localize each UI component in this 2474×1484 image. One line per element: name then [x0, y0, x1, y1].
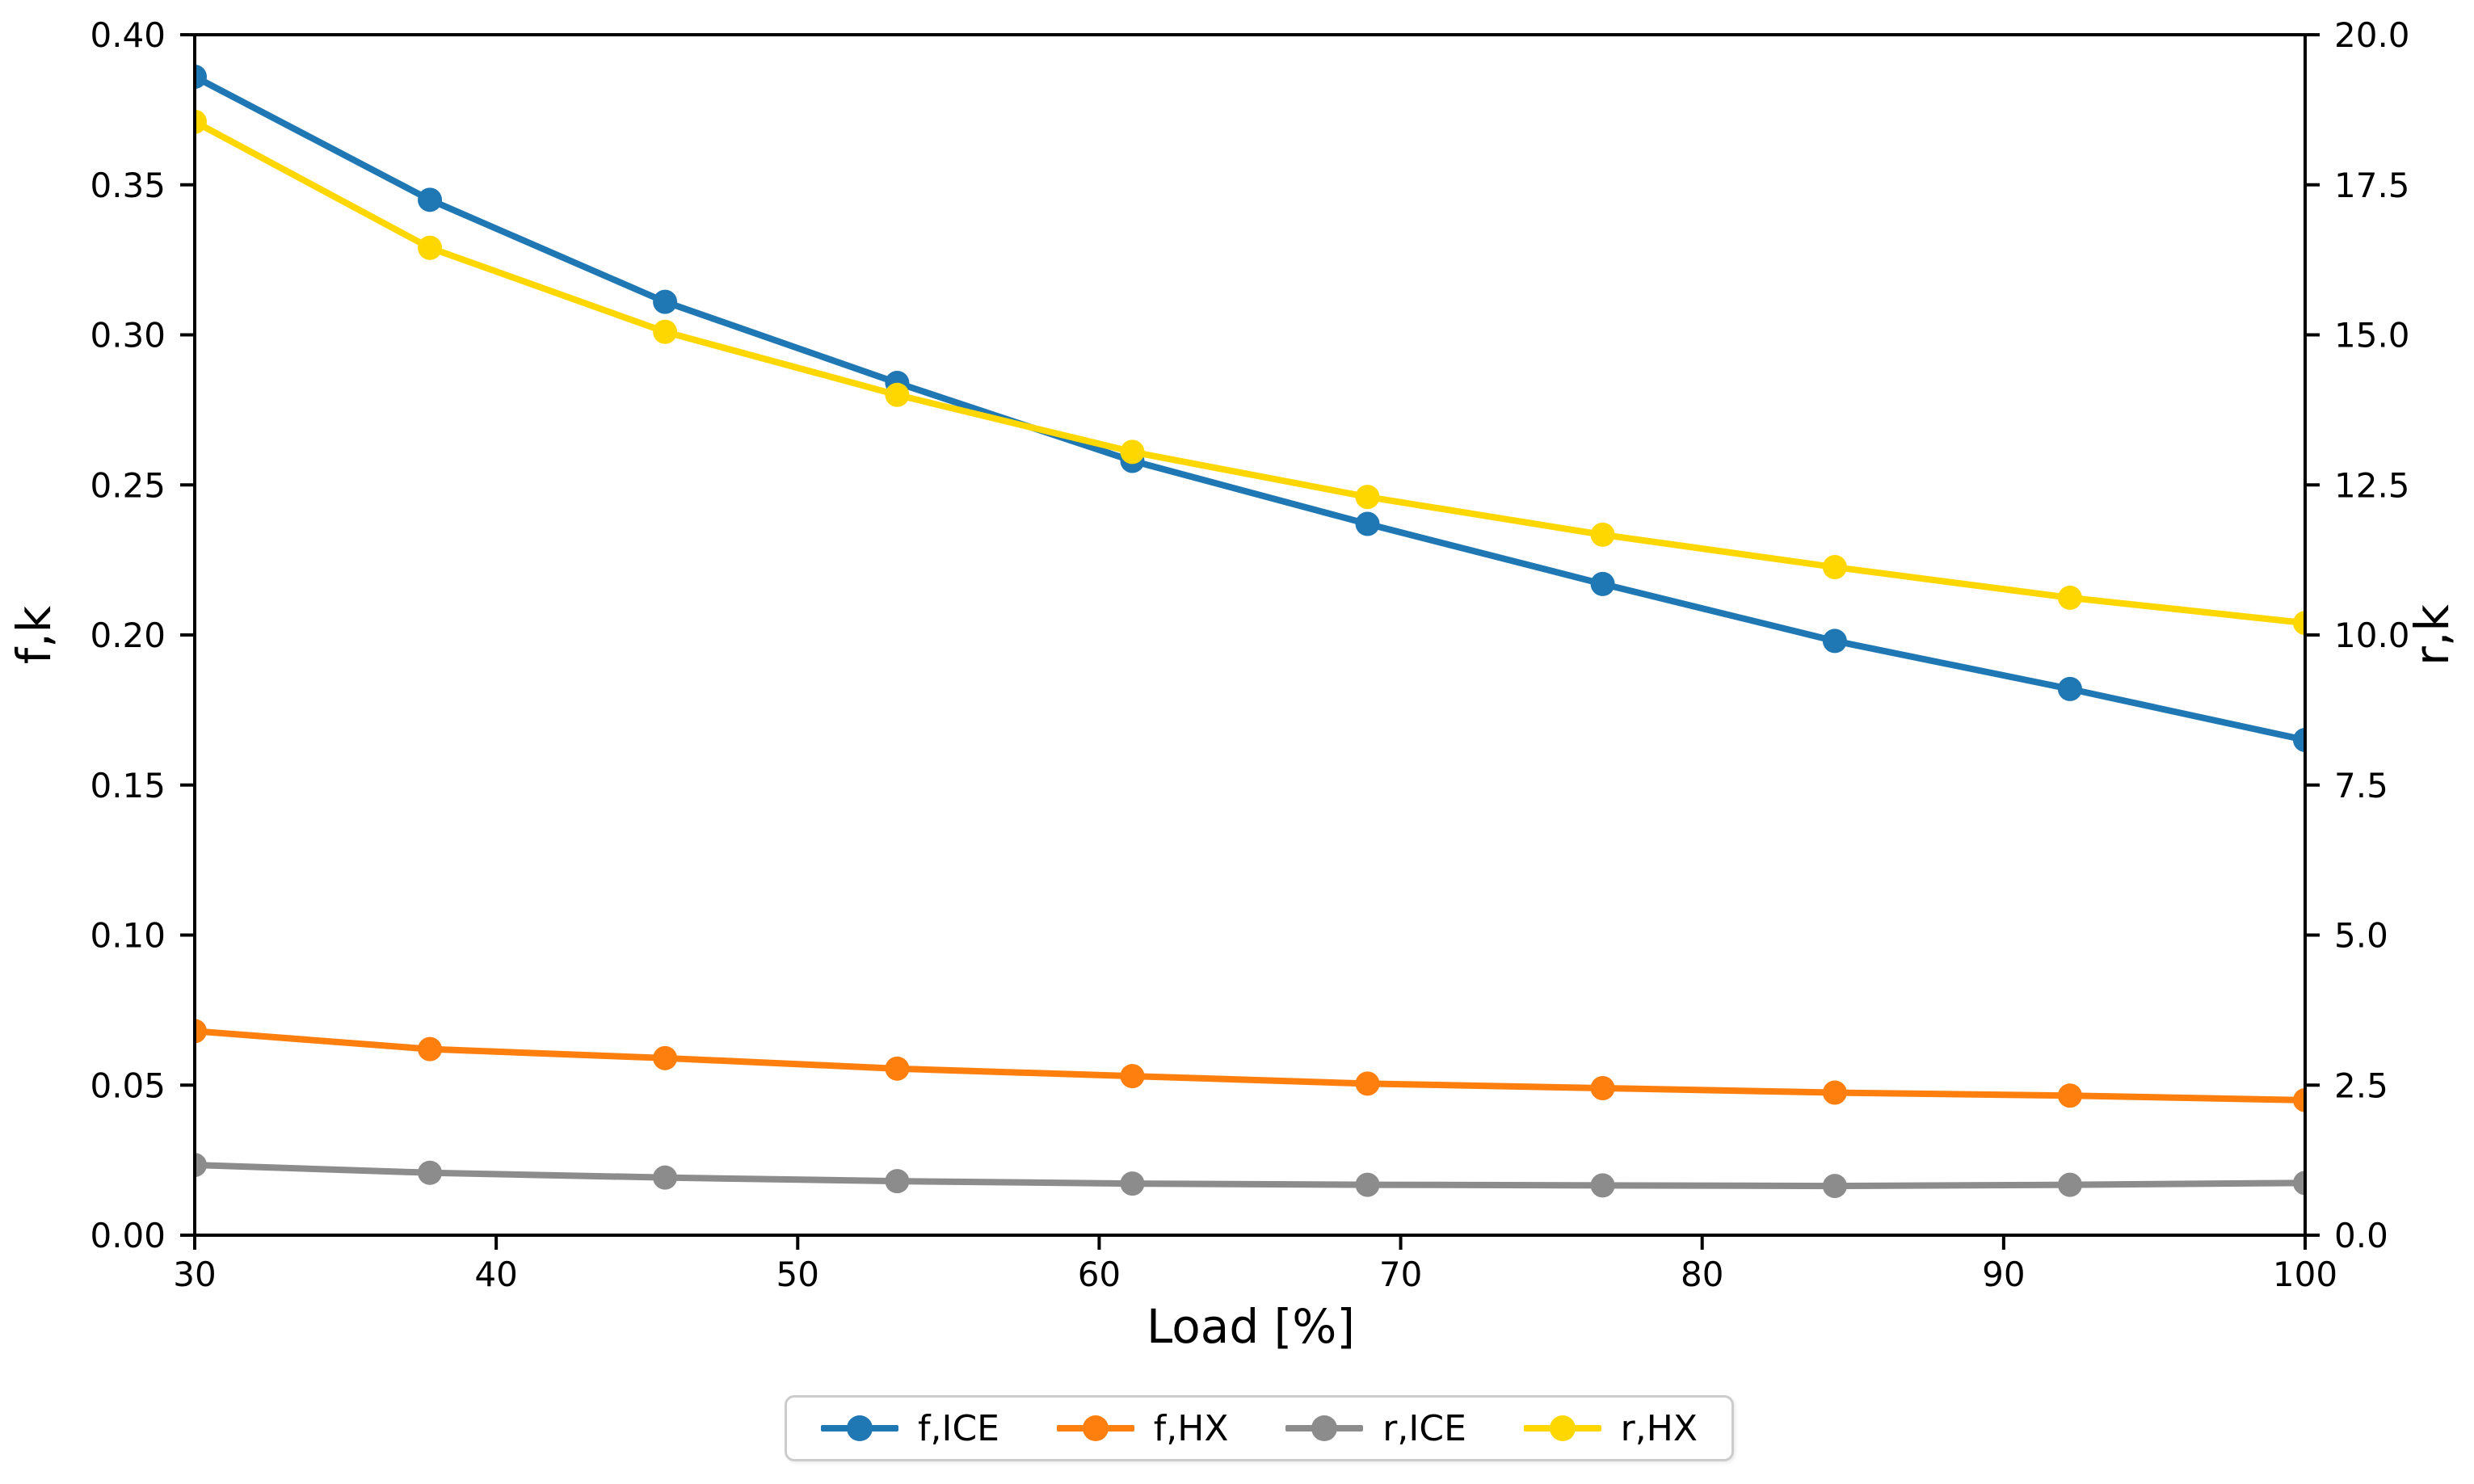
legend-sample-dot — [1549, 1415, 1576, 1441]
series-marker-f-ice — [653, 289, 678, 314]
series-marker-f-ice — [2057, 676, 2082, 701]
x-tick-label: 70 — [1379, 1255, 1422, 1294]
y-left-tick-label: 0.05 — [90, 1066, 166, 1105]
series-marker-r-hx — [2293, 611, 2305, 636]
series-marker-r-ice — [418, 1160, 443, 1185]
series-line-f-ice — [195, 74, 2305, 744]
y-right-tick-label: 5.0 — [2334, 916, 2388, 956]
series-marker-f-hx — [1822, 1080, 1847, 1105]
series-marker-f-hx — [1355, 1071, 1380, 1096]
legend: f,ICE f,HX r,ICE r,HX — [785, 1395, 1734, 1461]
y-right-tick-label: 17.5 — [2334, 166, 2410, 205]
series-line-r-hx — [195, 118, 2305, 627]
y-left-tick-label: 0.30 — [90, 316, 166, 355]
series-marker-f-ice — [418, 187, 443, 212]
series-line-f-hx — [195, 1028, 2305, 1104]
y-right-tick-label: 10.0 — [2334, 616, 2410, 655]
series-marker-f-hx — [2057, 1083, 2082, 1108]
series-marker-r-hx — [1355, 485, 1380, 510]
y-right-tick-label: 0.0 — [2334, 1216, 2388, 1255]
x-axis-label: Load [%] — [1147, 1299, 1355, 1354]
series-marker-r-hx — [885, 382, 910, 407]
series-marker-f-ice — [195, 65, 207, 90]
x-tick-label: 50 — [776, 1255, 819, 1294]
y-axis-label-left: f,k — [6, 605, 61, 664]
series-marker-r-ice — [1822, 1174, 1847, 1199]
y-axis-label-right: r,k — [2405, 604, 2459, 666]
y-right-tick-label: 15.0 — [2334, 316, 2410, 355]
y-left-tick-label: 0.20 — [90, 616, 166, 655]
series-marker-f-hx — [885, 1056, 910, 1081]
y-right-tick-label: 20.0 — [2334, 15, 2410, 55]
series-marker-f-hx — [1590, 1075, 1615, 1100]
legend-marker-icon — [821, 1412, 898, 1444]
series-marker-f-ice — [2293, 728, 2305, 753]
y-right-tick-label: 7.5 — [2334, 766, 2388, 805]
series-marker-r-hx — [1590, 522, 1615, 547]
series-marker-f-hx — [2293, 1087, 2305, 1112]
x-tick-label: 100 — [2273, 1255, 2337, 1294]
series-marker-f-hx — [195, 1019, 207, 1044]
y-left-tick-label: 0.15 — [90, 766, 166, 805]
series-marker-f-ice — [1822, 628, 1847, 654]
axis-ticks: 30 40 50 60 70 80 90 100 0.00 0.05 0.10 0.15 0.20 0.2… — [90, 15, 2409, 1294]
series-marker-r-hx — [418, 235, 443, 260]
legend-item-f-ice: f,ICE — [821, 1408, 999, 1449]
y-right-tick-label: 12.5 — [2334, 465, 2410, 505]
series-marker-r-hx — [2057, 585, 2082, 610]
legend-label: r,ICE — [1382, 1407, 1466, 1449]
series-marker-f-ice — [1590, 571, 1615, 596]
series-marker-r-hx — [1822, 555, 1847, 580]
x-tick-label: 30 — [173, 1255, 216, 1294]
legend-marker-icon — [1056, 1412, 1134, 1444]
series-marker-r-hx — [1120, 439, 1145, 465]
series-line-r-ice — [195, 1162, 2305, 1190]
data-series — [195, 65, 2305, 1199]
y-left-tick-label: 0.40 — [90, 15, 166, 55]
series-marker-r-ice — [1590, 1173, 1615, 1198]
x-tick-label: 60 — [1078, 1255, 1121, 1294]
series-marker-r-ice — [1355, 1172, 1380, 1197]
x-tick-label: 80 — [1681, 1255, 1723, 1294]
plot-frame — [193, 33, 2307, 1237]
legend-sample-dot — [847, 1415, 873, 1441]
y-left-tick-label: 0.10 — [90, 916, 166, 956]
y-right-tick-label: 2.5 — [2334, 1066, 2388, 1105]
series-marker-f-hx — [653, 1045, 678, 1070]
y-left-tick-label: 0.35 — [90, 166, 166, 205]
x-tick-label: 40 — [474, 1255, 517, 1294]
series-marker-r-ice — [885, 1169, 910, 1194]
legend-label: f,ICE — [918, 1407, 999, 1449]
legend-marker-icon — [1523, 1412, 1601, 1444]
series-marker-r-ice — [1120, 1171, 1145, 1196]
legend-label: r,HX — [1620, 1407, 1698, 1449]
series-marker-f-hx — [418, 1036, 443, 1062]
series-marker-f-ice — [1355, 511, 1380, 536]
series-marker-r-hx — [195, 109, 207, 134]
series-marker-r-hx — [653, 319, 678, 344]
legend-label: f,HX — [1153, 1407, 1229, 1449]
legend-item-r-hx: r,HX — [1523, 1407, 1698, 1449]
y-left-tick-label: 0.25 — [90, 465, 166, 505]
legend-item-f-hx: f,HX — [1056, 1407, 1229, 1449]
series-marker-r-ice — [2293, 1171, 2305, 1196]
series-marker-r-ice — [2057, 1172, 2082, 1197]
series-marker-f-hx — [1120, 1064, 1145, 1089]
legend-sample-dot — [1082, 1415, 1109, 1441]
legend-sample-dot — [1311, 1415, 1338, 1441]
legend-item-r-ice: r,ICE — [1285, 1408, 1466, 1449]
legend-marker-icon — [1285, 1412, 1364, 1444]
x-tick-label: 90 — [1982, 1255, 2025, 1294]
series-marker-r-ice — [195, 1153, 207, 1178]
series-marker-r-ice — [653, 1165, 678, 1190]
y-left-tick-label: 0.00 — [90, 1216, 166, 1255]
